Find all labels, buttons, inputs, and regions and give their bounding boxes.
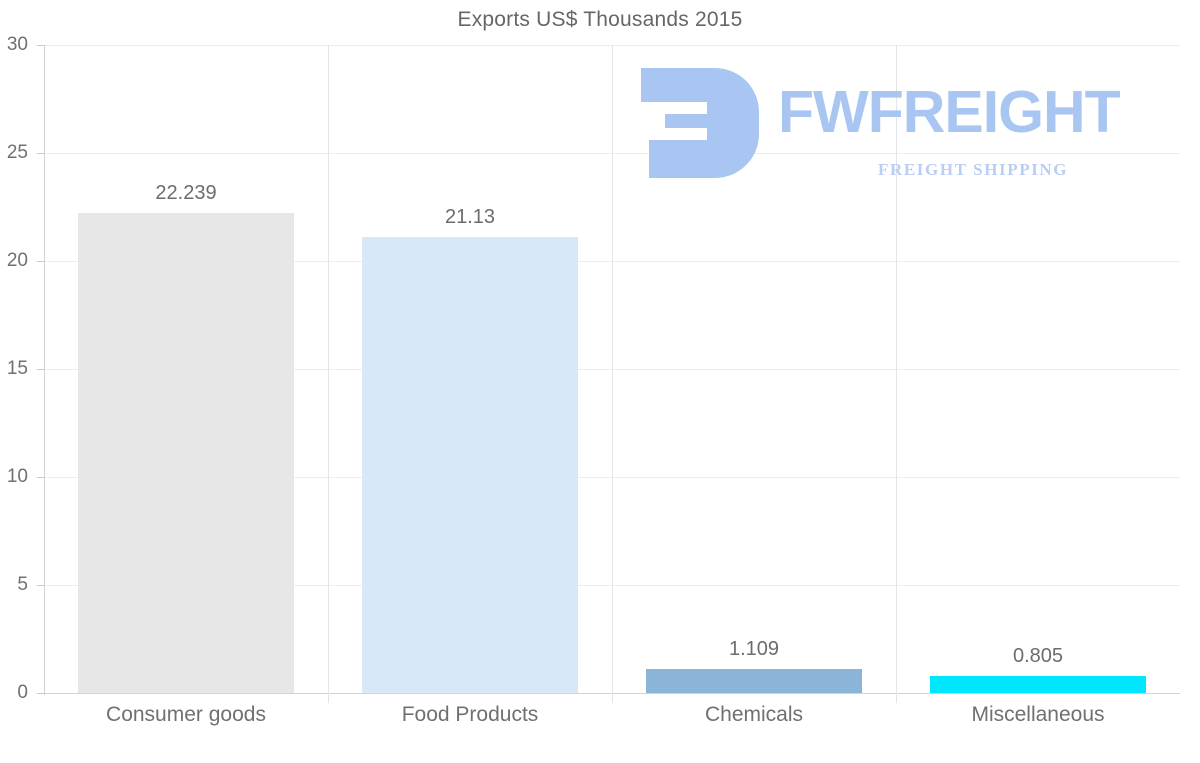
bar-value-label: 0.805 <box>1012 644 1064 667</box>
y-tick-mark <box>37 585 45 586</box>
x-category-label: Chemicals <box>704 703 804 726</box>
y-tick-mark <box>37 45 45 46</box>
y-tick-label: 10 <box>6 466 28 487</box>
y-tick-mark <box>37 477 45 478</box>
bar-value-label: 22.239 <box>155 181 217 204</box>
bar[interactable] <box>646 669 862 693</box>
x-category-label: Consumer goods <box>106 703 266 726</box>
bar[interactable] <box>78 212 294 693</box>
y-tick-label: 30 <box>6 34 28 55</box>
plot-area: 22.239 21.13 1.109 0.805 <box>44 45 1180 703</box>
y-tick-mark <box>37 261 45 262</box>
y-axis-line <box>44 45 45 695</box>
category-separator <box>896 45 897 703</box>
y-tick-label: 5 <box>17 574 28 595</box>
chart-title: Exports US$ Thousands 2015 <box>457 8 743 31</box>
bar-value-label: 21.13 <box>444 205 496 228</box>
bar[interactable] <box>930 675 1146 693</box>
y-tick-label: 0 <box>17 682 28 703</box>
x-category-label: Food Products <box>401 703 539 726</box>
category-separator <box>612 45 613 703</box>
y-tick-mark <box>37 153 45 154</box>
y-tick-mark <box>37 369 45 370</box>
x-category-label: Miscellaneous <box>971 703 1105 726</box>
y-tick-label: 20 <box>6 250 28 271</box>
y-tick-label: 15 <box>6 358 28 379</box>
y-tick-mark <box>37 693 45 694</box>
category-separator <box>328 45 329 703</box>
bar[interactable] <box>362 236 578 693</box>
bar-value-label: 1.109 <box>728 638 780 661</box>
y-tick-label: 25 <box>6 142 28 163</box>
